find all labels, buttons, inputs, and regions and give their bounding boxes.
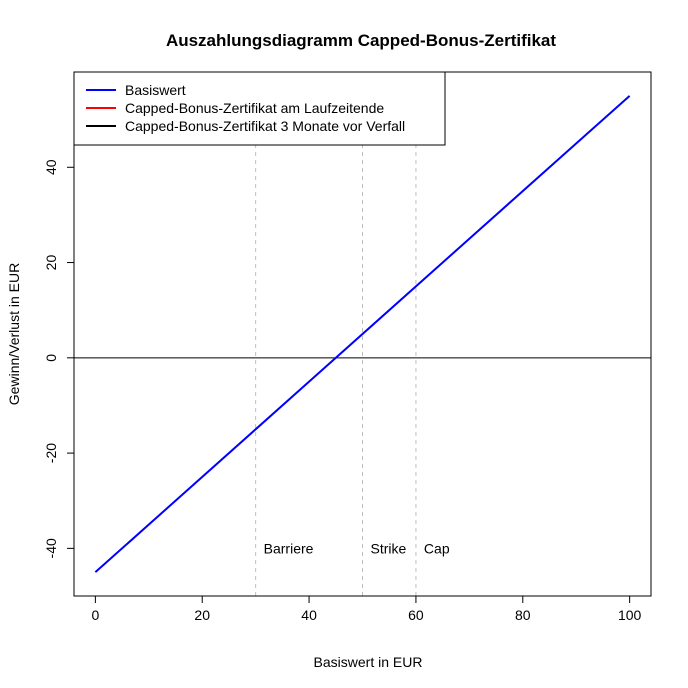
legend-label-0: Basiswert: [125, 82, 186, 98]
legend-label-2: Capped-Bonus-Zertifikat 3 Monate vor Ver…: [125, 118, 405, 134]
annotation-strike: Strike: [371, 540, 407, 556]
y-tick-label--40: -40: [43, 538, 59, 558]
x-axis-label: Basiswert in EUR: [314, 654, 423, 670]
legend: Basiswert Capped-Bonus-Zertifikat am Lauf…: [73, 71, 446, 146]
plot-area: Barriere Strike Cap: [74, 72, 651, 596]
x-tick-label-100: 100: [618, 607, 642, 623]
annotation-barriere: Barriere: [264, 540, 314, 556]
y-tick-label-20: 20: [43, 255, 59, 271]
y-tick-label-40: 40: [43, 159, 59, 175]
x-tick-label-60: 60: [408, 607, 424, 623]
series-line-0: [94, 95, 631, 573]
annotation-cap: Cap: [424, 540, 450, 556]
x-tick-label-80: 80: [515, 607, 531, 623]
y-tick-label--20: -20: [43, 443, 59, 463]
legend-box: [73, 71, 446, 146]
y-tick-label-0: 0: [43, 354, 59, 362]
legend-label-1: Capped-Bonus-Zertifikat am Laufzeitende: [125, 100, 384, 116]
x-tick-label-40: 40: [301, 607, 317, 623]
chart-title: Auszahlungsdiagramm Capped-Bonus-Zertifi…: [166, 31, 556, 50]
plot-content: [74, 72, 651, 596]
axes: 0 20 40 60 80 100 -40 -20 0 20 40: [43, 71, 652, 623]
x-tick-label-0: 0: [91, 607, 99, 623]
y-axis-label: Gewinn/Verlust in EUR: [6, 263, 22, 405]
x-tick-label-20: 20: [194, 607, 210, 623]
